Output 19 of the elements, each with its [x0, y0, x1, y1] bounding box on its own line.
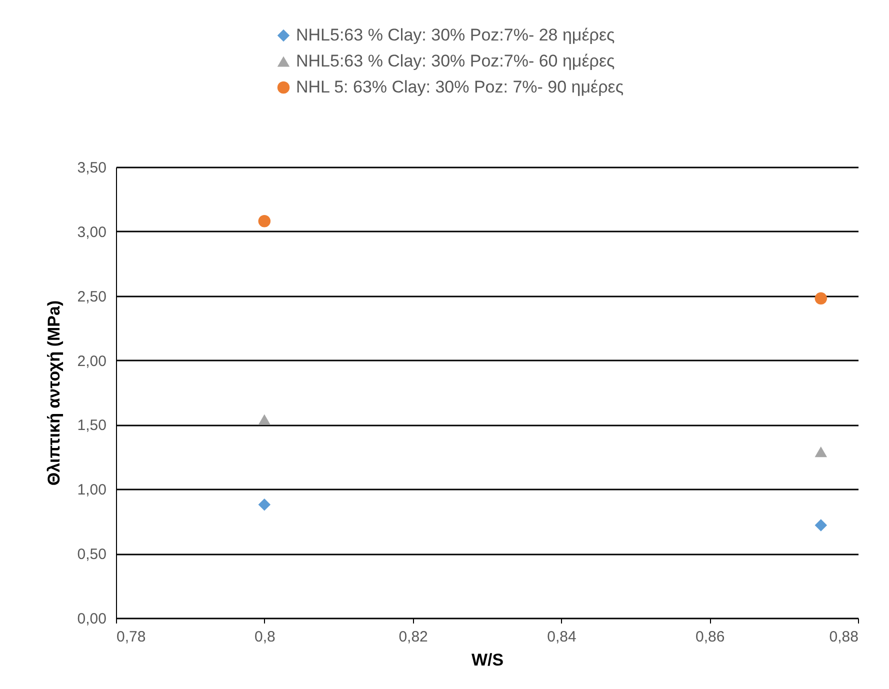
y-tick-label: 3,50: [77, 160, 106, 176]
legend-label: NHL5:63 % Clay: 30% Poz:7%- 28 ημέρες: [296, 26, 615, 44]
y-tick-label: 0,50: [77, 546, 106, 564]
y-tick-label: 1,00: [77, 482, 106, 499]
x-tick-label: 0,8: [254, 628, 276, 646]
y-tick-label: 2,00: [77, 352, 106, 370]
y-tick-label: 3,00: [77, 224, 106, 241]
x-tick-label: 0,78: [116, 628, 146, 646]
x-tick-label: 0,84: [547, 628, 576, 646]
x-axis-title: W/S: [471, 650, 504, 670]
x-tick-label: 0,82: [398, 628, 428, 646]
legend-label: NHL5:63 % Clay: 30% Poz:7%- 60 ημέρες: [296, 52, 615, 70]
x-tick-label: 0,86: [696, 628, 725, 646]
y-tick-label: 0,00: [77, 610, 106, 628]
y-tick-label: 1,50: [77, 417, 106, 434]
legend-label: NHL 5: 63% Clay: 30% Poz: 7%- 90 ημέρες: [296, 78, 624, 96]
y-axis-title: Θλιπτική αντοχή (MPa): [44, 300, 64, 486]
y-tick-label: 2,50: [77, 288, 106, 306]
x-tick-label: 0,88: [829, 628, 858, 646]
